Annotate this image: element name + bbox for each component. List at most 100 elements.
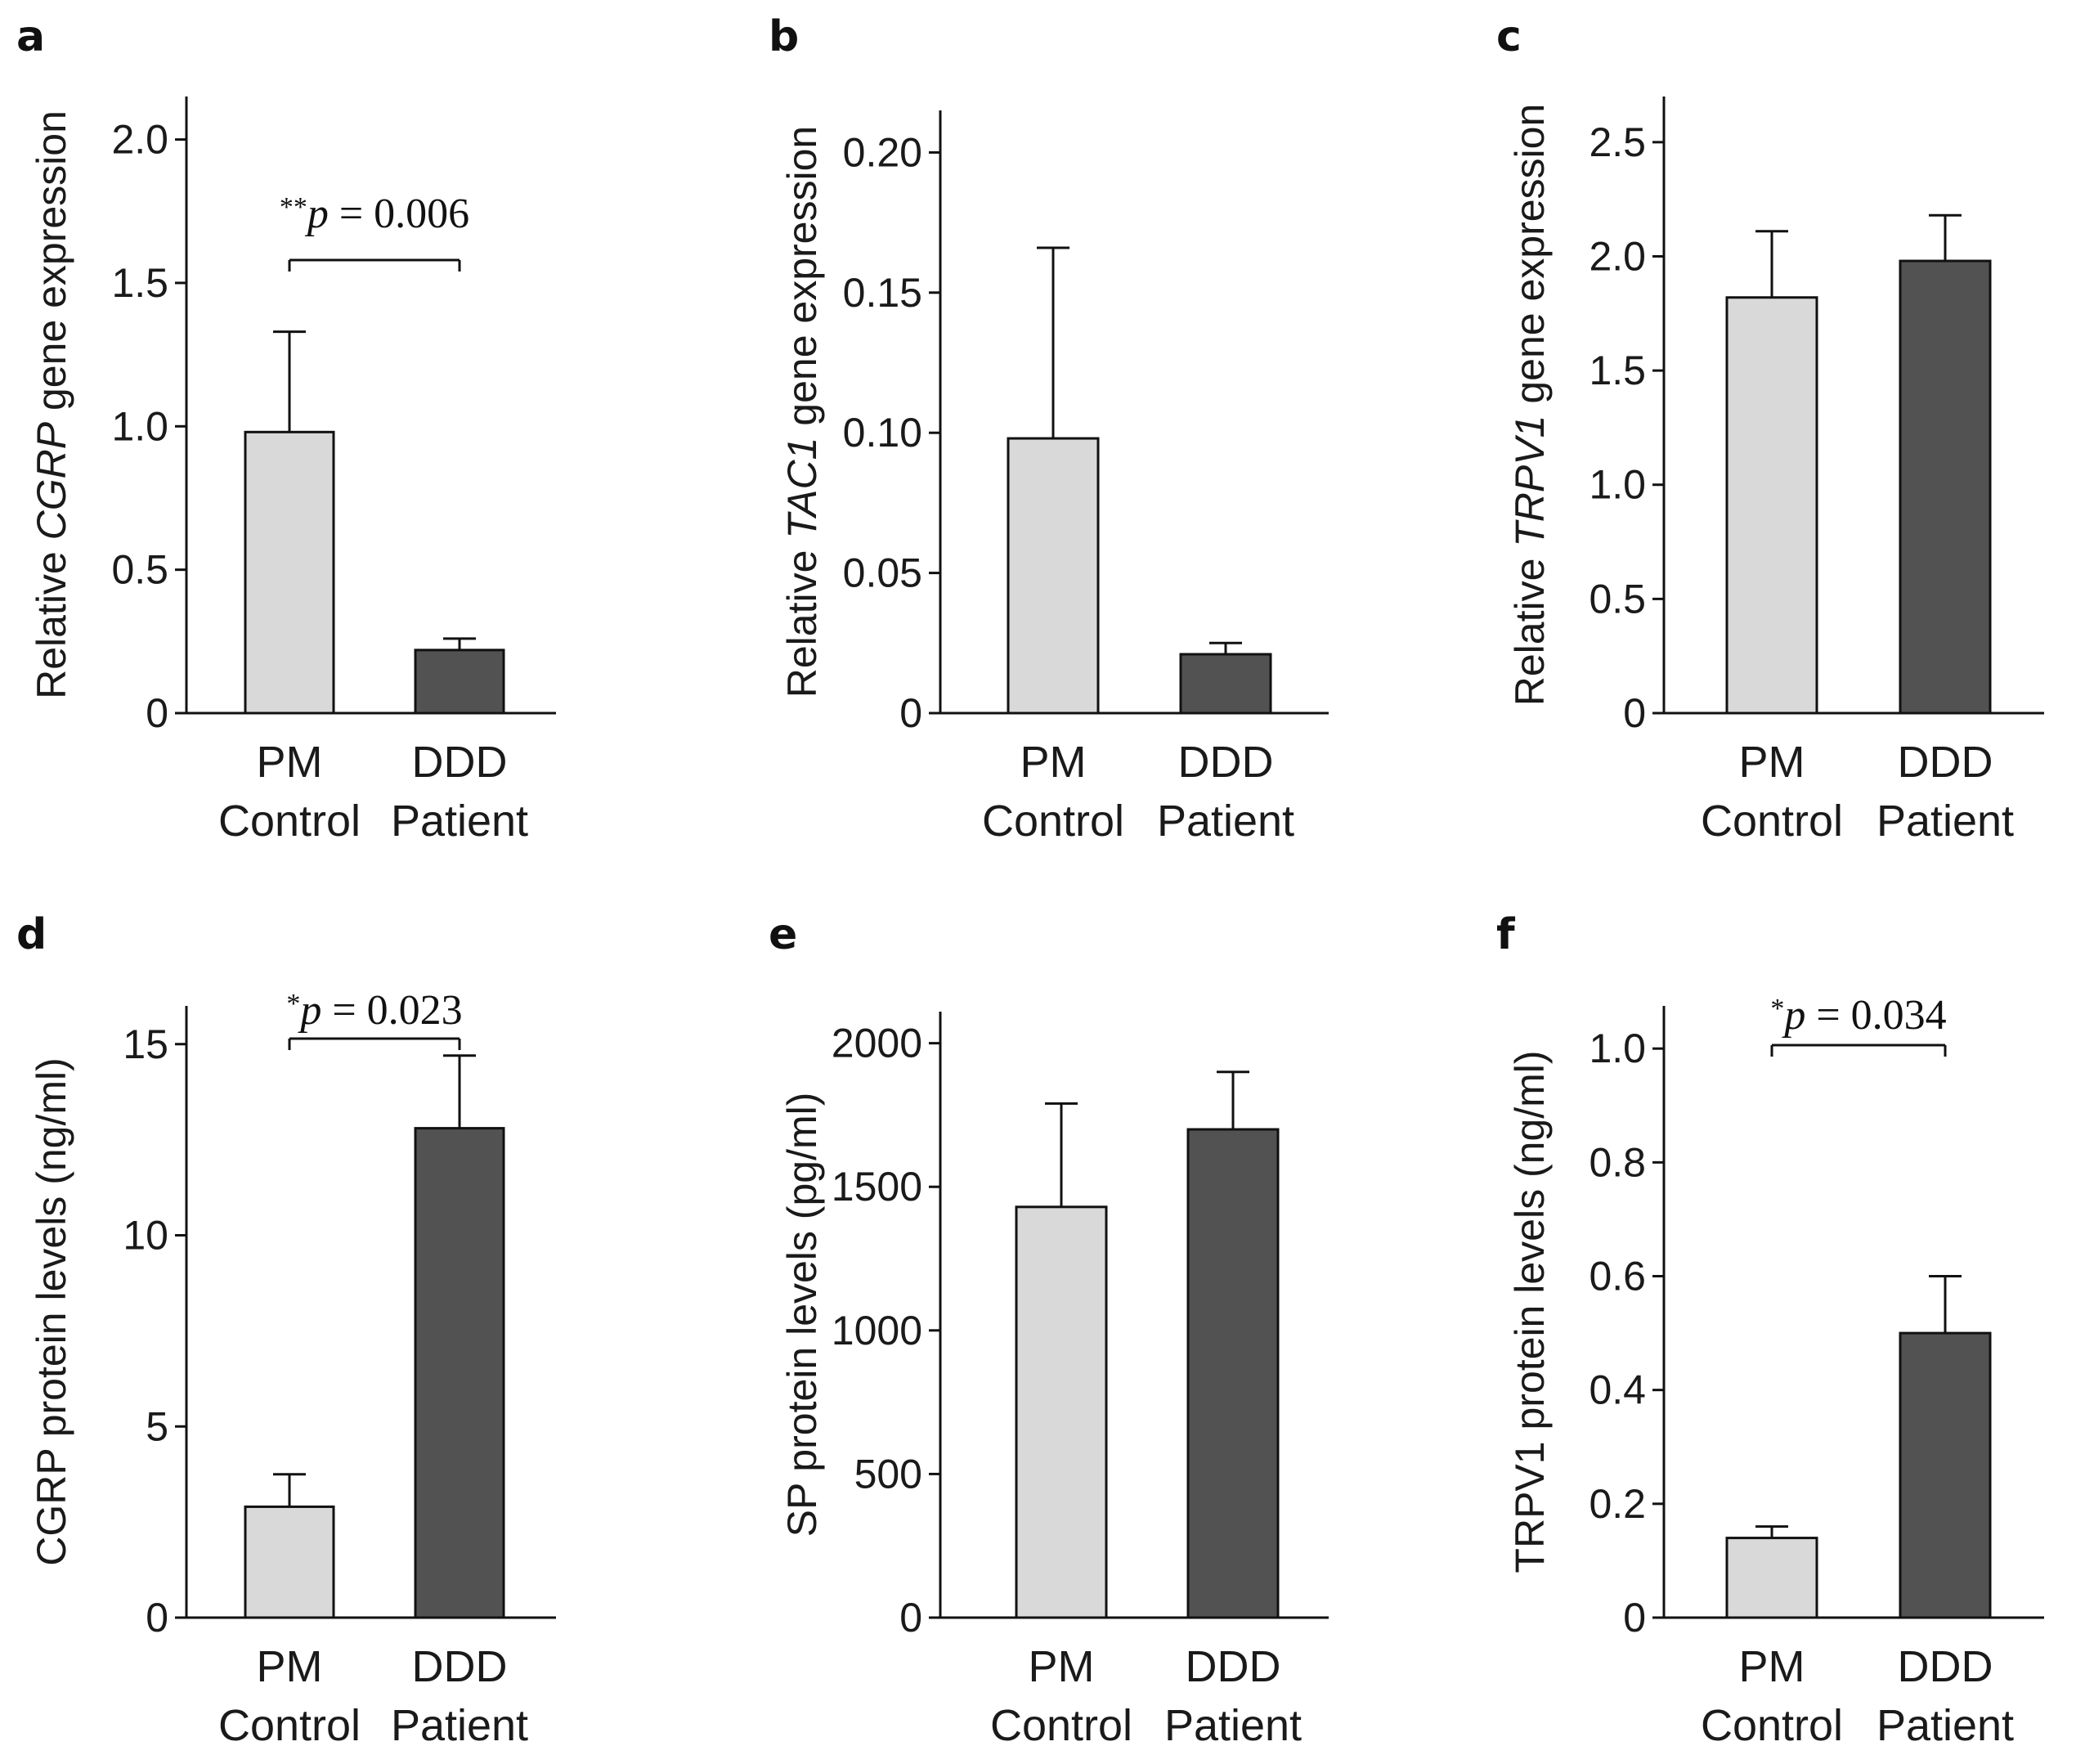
- y-axis-label: TRPV1 protein levels (ng/ml): [1507, 1050, 1553, 1573]
- y-axis-label-suffix: gene expression: [1507, 104, 1553, 415]
- y-tick-label: 2.5: [1589, 119, 1646, 165]
- significance-label: *p = 0.023: [286, 987, 462, 1034]
- y-axis-label: Relative TRPV1 gene expression: [1507, 104, 1553, 707]
- y-tick-label: 0: [1623, 1595, 1646, 1641]
- y-axis-label-suffix: gene expression: [779, 126, 825, 438]
- y-tick-label: 1000: [832, 1308, 922, 1353]
- x-category-label: Patient: [1876, 1701, 2014, 1750]
- x-category-label: DDD: [1186, 1642, 1281, 1691]
- y-tick-label: 1.0: [1589, 1026, 1646, 1071]
- x-category-label: PM: [1739, 1642, 1805, 1691]
- y-tick-label: 0.20: [843, 129, 922, 175]
- significance-stars: **: [280, 192, 307, 222]
- x-category-label: Control: [1701, 797, 1843, 846]
- x-category-label: DDD: [412, 738, 508, 787]
- significance-p: p: [304, 191, 329, 237]
- bar-ddd-patient: [1899, 1331, 1992, 1619]
- y-tick-label: 2.0: [111, 117, 168, 163]
- x-category-label: Patient: [1876, 797, 2014, 846]
- x-category-label: Control: [1701, 1701, 1843, 1750]
- x-category-label: Patient: [391, 797, 528, 846]
- bar-ddd-patient: [414, 1127, 505, 1619]
- y-tick-label: 0.5: [111, 547, 168, 593]
- y-tick-label: 0.15: [843, 270, 922, 316]
- x-category-label: DDD: [412, 1642, 508, 1691]
- significance-stars: *: [286, 989, 300, 1019]
- significance-value: = 0.006: [329, 191, 469, 237]
- y-tick-label: 0.6: [1589, 1254, 1646, 1299]
- y-tick-label: 1500: [832, 1164, 922, 1210]
- y-tick-label: 1.0: [1589, 462, 1646, 508]
- y-axis-label: CGRP protein levels (ng/ml): [29, 1057, 74, 1566]
- y-tick-label: 0.2: [1589, 1481, 1646, 1527]
- x-category-label: Control: [218, 1701, 361, 1750]
- y-tick-label: 0.4: [1589, 1367, 1646, 1413]
- panel-c: c 0 0.5 1.0 1.5 2.0 2.5 Relative TRPV1 gene exp…: [1496, 12, 2044, 846]
- panel-letter: c: [1496, 12, 1522, 61]
- panel-letter: d: [16, 910, 47, 959]
- y-tick-label: 0: [146, 690, 168, 736]
- x-category-label: Control: [982, 797, 1124, 846]
- y-tick-label: 500: [854, 1451, 922, 1497]
- panel-d: d 0 5 10 15 CGRP protein levels (ng/ml) PM Cont…: [16, 910, 556, 1750]
- y-tick-label: 0: [146, 1595, 168, 1641]
- panel-letter: f: [1496, 910, 1516, 959]
- y-tick-label: 2000: [832, 1021, 922, 1066]
- y-tick-label: 0: [899, 1595, 922, 1641]
- y-tick-label: 1.5: [1589, 348, 1646, 393]
- y-axis-label-gene: TRPV1: [1507, 415, 1553, 547]
- y-tick-label: 10: [123, 1213, 168, 1259]
- y-axis-label-gene: CGRP: [29, 421, 74, 540]
- bar-pm-control: [244, 1505, 335, 1619]
- x-category-label: PM: [1029, 1642, 1095, 1691]
- significance-label: *p = 0.034: [1770, 992, 1946, 1039]
- x-category-label: Patient: [1157, 797, 1294, 846]
- x-category-label: PM: [1739, 738, 1805, 787]
- x-category-label: Patient: [1164, 1701, 1302, 1750]
- y-axis-label-gene: TAC1: [779, 438, 825, 539]
- panel-a: a 0 0.5 1.0 1.5 2.0 Relative CGRP gene express…: [16, 12, 556, 846]
- bar-pm-control: [1725, 296, 1818, 715]
- x-category-label: Control: [990, 1701, 1132, 1750]
- x-category-label: DDD: [1898, 738, 1993, 787]
- y-axis-label-suffix: gene expression: [29, 110, 74, 422]
- panel-f: f 0 0.2 0.4 0.6 0.8 1.0 TRPV1 protein levels (n…: [1496, 910, 2044, 1750]
- x-category-label: PM: [257, 1642, 323, 1691]
- y-tick-label: 0: [1623, 690, 1646, 736]
- y-tick-label: 15: [123, 1021, 168, 1067]
- panel-letter: b: [769, 12, 799, 61]
- y-tick-label: 2.0: [1589, 233, 1646, 279]
- bar-pm-control: [1007, 437, 1100, 715]
- y-axis-label: Relative CGRP gene expression: [29, 110, 74, 699]
- x-category-label: DDD: [1898, 1642, 1993, 1691]
- y-tick-label: 0.8: [1589, 1139, 1646, 1185]
- y-axis-label: Relative TAC1 gene expression: [779, 126, 825, 698]
- panel-letter: e: [769, 910, 797, 959]
- x-category-label: Control: [218, 797, 361, 846]
- y-tick-label: 0.05: [843, 550, 922, 596]
- bar-ddd-patient: [414, 649, 505, 715]
- y-tick-label: 1.5: [111, 260, 168, 306]
- y-axis-label-prefix: Relative: [29, 540, 74, 699]
- y-tick-label: 1.0: [111, 403, 168, 449]
- y-tick-label: 0: [899, 690, 922, 736]
- bar-pm-control: [1015, 1205, 1108, 1619]
- x-category-label: Patient: [391, 1701, 528, 1750]
- y-axis-label-prefix: Relative: [779, 539, 825, 698]
- bar-ddd-patient: [1899, 259, 1992, 715]
- significance-value: = 0.034: [1805, 992, 1946, 1039]
- panel-letter: a: [16, 12, 45, 61]
- significance-p: p: [297, 987, 321, 1034]
- bar-pm-control: [1725, 1537, 1818, 1619]
- significance-stars: *: [1770, 994, 1784, 1024]
- y-axis-label: SP protein levels (pg/ml): [779, 1093, 825, 1537]
- bar-ddd-patient: [1186, 1128, 1280, 1619]
- bar-ddd-patient: [1179, 653, 1272, 715]
- significance-label: **p = 0.006: [280, 191, 469, 237]
- x-category-label: DDD: [1178, 738, 1274, 787]
- significance-p: p: [1781, 992, 1805, 1039]
- x-category-label: PM: [1020, 738, 1087, 787]
- panel-b: b 0 0.05 0.10 0.15 0.20 Relative TAC1 gene exp…: [769, 12, 1329, 846]
